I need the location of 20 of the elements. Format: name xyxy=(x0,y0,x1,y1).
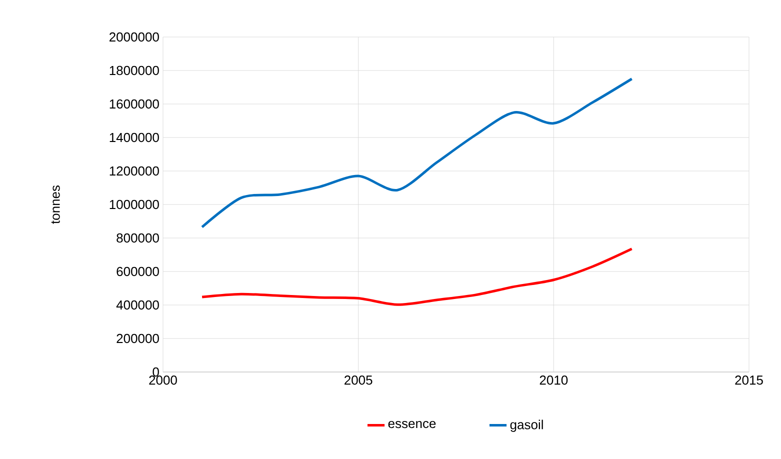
legend-label: gasoil xyxy=(510,420,543,432)
y-tick-label: 200000 xyxy=(116,334,159,344)
y-tick-label: 600000 xyxy=(116,266,159,276)
y-tick-label: 400000 xyxy=(116,300,159,310)
x-tick-label: 2015 xyxy=(735,376,763,385)
legend-label: essence xyxy=(388,420,436,428)
y-tick-label: 1200000 xyxy=(110,166,159,176)
x-tick-label: 2000 xyxy=(149,376,177,385)
x-tick-label: 2010 xyxy=(540,376,568,385)
y-tick-label: 1600000 xyxy=(110,99,159,109)
line-series xyxy=(200,248,634,306)
y-tick-label: 0 xyxy=(152,367,159,377)
y-axis-title: tonnes xyxy=(51,185,60,224)
x-tick-label: 2005 xyxy=(344,376,372,385)
y-tick-label: 800000 xyxy=(116,233,159,243)
y-tick-label: 1800000 xyxy=(110,66,159,76)
y-tick-label: 1400000 xyxy=(110,132,159,142)
y-tick-label: 2000000 xyxy=(110,32,159,42)
y-tick-label: 1000000 xyxy=(110,200,159,210)
line-series xyxy=(200,78,634,228)
